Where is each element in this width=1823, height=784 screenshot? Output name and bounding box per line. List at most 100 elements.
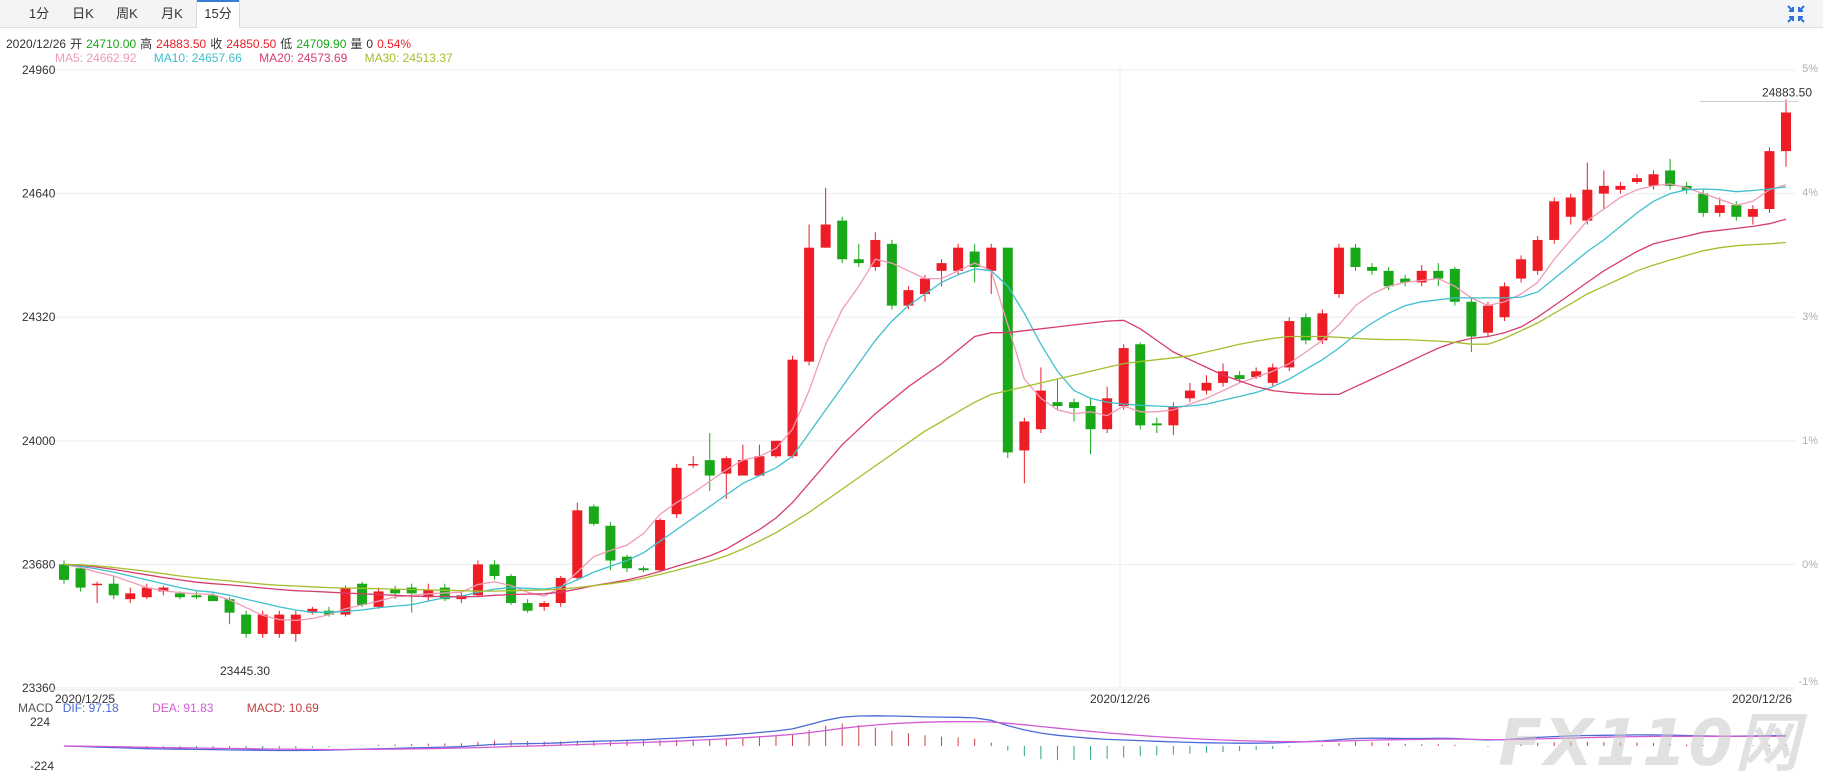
candle	[59, 560, 69, 584]
candle-body	[1516, 259, 1527, 279]
collapse-arrows-icon[interactable]	[1785, 3, 1807, 25]
candle	[423, 583, 434, 602]
candle-body	[1714, 205, 1725, 213]
candle-body	[472, 564, 483, 596]
candle-body	[903, 290, 914, 306]
candle	[1168, 402, 1179, 436]
candle	[655, 518, 666, 573]
ohlc-info: 2020/12/26 开 24710.00 高 24883.50 收 24850.50 低 24…	[6, 35, 415, 52]
candle	[75, 564, 86, 592]
candle	[1665, 158, 1676, 190]
tab-daily[interactable]: 日K	[72, 6, 94, 21]
tab-weekly[interactable]: 周K	[116, 6, 138, 21]
candle-body	[1416, 270, 1427, 283]
candle	[125, 587, 136, 604]
candle	[605, 521, 616, 571]
candle-body	[539, 603, 550, 607]
candle	[1350, 243, 1361, 271]
max-price-label: 24883.50	[1762, 86, 1812, 100]
candle-body	[1234, 375, 1245, 379]
info-low: 24709.90	[296, 37, 347, 51]
candle-body	[787, 359, 798, 457]
info-low-label: 低	[280, 37, 293, 51]
candle-body	[1648, 174, 1659, 186]
candle	[241, 610, 252, 638]
info-date: 2020/12/26	[6, 37, 67, 51]
macd-dea-line	[63, 720, 1787, 751]
candle-body	[1085, 406, 1096, 430]
info-vol: 0	[366, 37, 374, 51]
candle	[1714, 197, 1725, 217]
candle	[1631, 174, 1642, 184]
candle	[787, 355, 798, 459]
candle	[1615, 182, 1626, 194]
candle-body	[572, 510, 583, 578]
tab-1min[interactable]: 1分	[28, 6, 50, 21]
candle-body	[837, 220, 848, 260]
macd-title: MACD	[18, 701, 54, 715]
candle	[1781, 99, 1791, 167]
candle	[1549, 197, 1560, 244]
candle	[1019, 417, 1030, 484]
candle	[870, 232, 881, 271]
candle	[1516, 255, 1527, 283]
candle	[1135, 342, 1146, 430]
candle	[1482, 301, 1493, 337]
info-high-label: 高	[140, 37, 153, 51]
candle-body	[886, 243, 897, 306]
candle-body	[373, 591, 384, 607]
candle-body	[588, 506, 599, 524]
ma-legend: MA5: 24662.92 MA10: 24657.66 MA20: 24573…	[55, 51, 467, 65]
candle-body	[1168, 406, 1179, 426]
candle	[754, 444, 765, 476]
candle	[886, 239, 897, 310]
candle-body	[1218, 371, 1229, 383]
candle-body	[506, 575, 517, 604]
candle-body	[936, 263, 947, 271]
candle-body	[1151, 423, 1162, 426]
candle-body	[1747, 209, 1758, 217]
candle-body	[804, 247, 815, 362]
candle-body	[340, 587, 351, 615]
candle	[1184, 382, 1195, 403]
candle-body	[1184, 390, 1195, 399]
candle	[1532, 236, 1543, 275]
candle	[1416, 265, 1427, 287]
candle	[1764, 147, 1775, 213]
candle	[737, 444, 748, 476]
candle-body	[1731, 205, 1742, 217]
candle-body	[108, 583, 119, 596]
candle-body	[307, 608, 318, 613]
candle-body	[92, 583, 103, 586]
legend-ma20: MA20: 24573.69	[259, 51, 348, 65]
candle	[721, 456, 732, 499]
tab-monthly[interactable]: 月K	[161, 6, 183, 21]
legend-dif: DIF: 97.18	[62, 701, 119, 715]
candle-body	[721, 458, 732, 474]
tab-15min[interactable]: 15分	[196, 0, 240, 28]
candle-body	[704, 460, 715, 476]
candle	[986, 243, 997, 295]
candle	[1284, 317, 1295, 372]
candle-body	[1665, 170, 1676, 186]
ma20-line	[63, 218, 1787, 598]
candle-body	[1549, 201, 1560, 240]
candle-body	[1333, 247, 1344, 295]
candle	[307, 606, 318, 615]
info-high: 24883.50	[156, 37, 207, 51]
candle	[621, 554, 632, 573]
y-tick-label: 24320	[22, 310, 56, 324]
y-tick-label: 23680	[22, 557, 56, 571]
candle	[1201, 375, 1212, 395]
candle	[572, 502, 583, 580]
candle-body	[1781, 112, 1791, 152]
candle	[108, 575, 119, 600]
candle	[837, 216, 848, 264]
candle	[688, 456, 699, 468]
candle-body	[174, 593, 185, 598]
candle-body	[1300, 317, 1311, 341]
info-vol-label: 量	[350, 37, 363, 51]
candle-body	[125, 593, 136, 600]
candle	[1052, 379, 1063, 410]
